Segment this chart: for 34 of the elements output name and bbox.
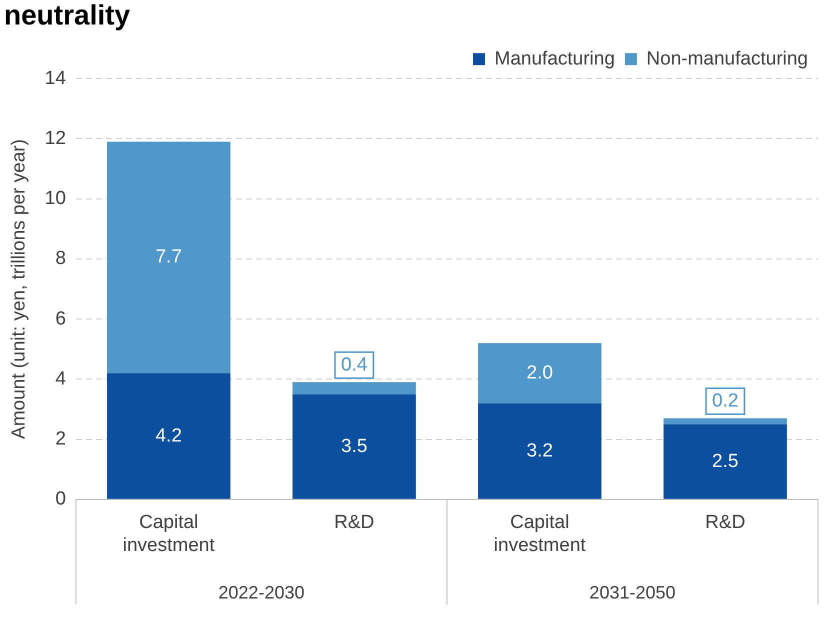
x-tick-label: Capital investment bbox=[494, 512, 586, 556]
bar bbox=[107, 142, 230, 374]
y-tick-label: 8 bbox=[55, 248, 66, 270]
y-tick-label: 2 bbox=[55, 428, 66, 450]
bar bbox=[292, 394, 416, 499]
x-tick-label: R&D bbox=[705, 512, 746, 534]
legend-label: Manufacturing bbox=[494, 48, 615, 70]
text: 2022-2030 bbox=[218, 582, 304, 602]
x-tick-label: R&D bbox=[334, 512, 374, 534]
chart-title: neutrality bbox=[4, 0, 130, 31]
data-label: 2.0 bbox=[526, 362, 553, 384]
text: 2031-2050 bbox=[589, 582, 676, 602]
data-label: 0.4 bbox=[341, 354, 368, 376]
data-label: 0.2 bbox=[712, 390, 738, 412]
data-label: 4.2 bbox=[155, 425, 182, 446]
x-tick-label: Capital investment bbox=[122, 512, 216, 556]
bar bbox=[478, 343, 602, 404]
legend-label: Non-manufacturing bbox=[646, 48, 808, 70]
data-label: 2.5 bbox=[712, 450, 738, 472]
bar bbox=[478, 403, 602, 499]
y-tick-label: 4 bbox=[55, 368, 66, 390]
y-tick-label: 14 bbox=[44, 68, 66, 89]
bar bbox=[292, 382, 416, 394]
bar bbox=[664, 418, 787, 424]
data-label: 3.5 bbox=[341, 436, 368, 457]
y-tick-label: 0 bbox=[55, 488, 66, 510]
y-tick-label: 10 bbox=[44, 188, 66, 210]
y-tick-label: 6 bbox=[55, 308, 66, 330]
data-label: 3.2 bbox=[526, 440, 553, 462]
bar bbox=[107, 373, 230, 499]
bar bbox=[664, 424, 787, 499]
y-tick-label: 12 bbox=[44, 128, 66, 149]
data-label: 7.7 bbox=[155, 246, 182, 268]
y-axis-title: Amount (unit: yen, trillions per year) bbox=[8, 139, 30, 439]
